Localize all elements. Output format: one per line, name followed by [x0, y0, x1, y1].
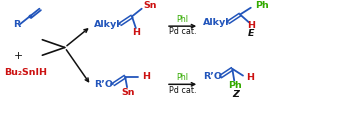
Text: Bu₂SnIH: Bu₂SnIH: [4, 68, 47, 77]
Text: Ph: Ph: [228, 81, 242, 90]
Text: H: H: [142, 72, 150, 81]
Text: R: R: [13, 20, 20, 29]
Text: Sn: Sn: [144, 1, 157, 10]
Text: Ph: Ph: [255, 1, 268, 10]
Text: R’O: R’O: [203, 72, 222, 81]
Text: PhI: PhI: [176, 73, 189, 82]
Text: PhI: PhI: [176, 15, 189, 24]
Text: E: E: [248, 29, 254, 38]
Text: Pd cat.: Pd cat.: [169, 27, 196, 37]
Text: Alkyl: Alkyl: [203, 18, 229, 27]
Text: H: H: [132, 28, 140, 37]
Text: Z: Z: [232, 90, 239, 99]
Text: R’O: R’O: [94, 80, 113, 89]
Text: Pd cat.: Pd cat.: [169, 86, 196, 95]
Text: H: H: [247, 21, 255, 30]
Text: Alkyl: Alkyl: [94, 20, 120, 29]
Text: Sn: Sn: [121, 88, 135, 97]
Text: H: H: [246, 73, 254, 82]
Text: +: +: [13, 51, 23, 61]
